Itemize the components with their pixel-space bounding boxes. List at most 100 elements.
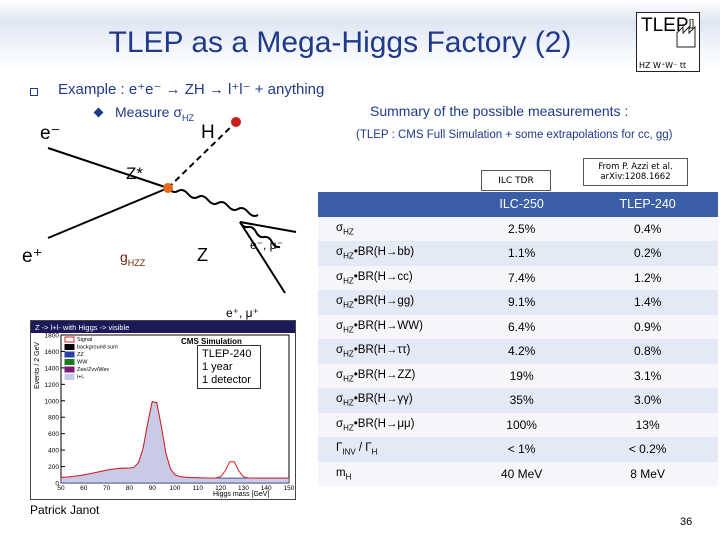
footer-author: Patrick Janot [30, 503, 100, 517]
measurement-symbol: σ [336, 295, 344, 308]
table-row: ΓINV / ΓH < 1% < 0.2% [318, 437, 718, 462]
logo-subtext: HZ W⁺W⁻ tt [639, 61, 687, 70]
table-row: σHZ•BR(H→WW) 6.4% 0.9% [318, 314, 718, 340]
header-tlep: TLEP-240 [619, 197, 676, 212]
table-row: σHZ•BR(H→ττ) 4.2% 0.8% [318, 339, 718, 364]
measurement-sub: HZ [343, 398, 354, 408]
measurement-cell: σHZ•BR(H→WW) [318, 315, 466, 340]
title-band [0, 0, 720, 72]
legend-swatch [64, 359, 75, 365]
table-row: σHZ 2.5% 0.4% [318, 216, 718, 241]
measurement-rest-sub: H [371, 447, 378, 457]
measurement-rest: / Γ [355, 442, 372, 455]
measurement-symbol: σ [336, 246, 344, 259]
header-ilc: ILC-250 [499, 197, 544, 212]
page-number: 36 [680, 516, 693, 528]
ilc-source-box: ILC TDR [481, 170, 551, 191]
x-tick-label: 70 [103, 485, 111, 492]
measurement-symbol: Γ [336, 442, 343, 455]
ilc-value: 9.1% [507, 295, 536, 310]
tlep-value: 1.2% [633, 270, 662, 285]
measurement-symbol: m [336, 466, 346, 479]
factory-icon [676, 19, 696, 48]
tlep-value: < 0.2% [628, 442, 667, 457]
table-header-row: ILC-250 TLEP-240 [318, 192, 718, 217]
tlep-value: 13% [635, 417, 660, 432]
ilc-value: 100% [506, 417, 537, 432]
measurement-cell: σHZ•BR(H→cc) [318, 266, 466, 291]
ilc-value: 4.2% [507, 344, 536, 359]
plot-header-bar [31, 321, 295, 333]
measurement-rest: •BR(H→μμ) [353, 417, 415, 430]
y-tick-label: 1000 [45, 398, 60, 405]
ilc-value: < 1% [507, 442, 536, 457]
e-plus-label: e⁺ [22, 246, 43, 267]
measurement-sub: HZ [343, 251, 354, 261]
plot-annotation-box: TLEP-240 1 year 1 detector [197, 345, 261, 389]
table-row: mH 40 MeV 8 MeV [318, 461, 718, 487]
y-tick-label: 800 [48, 415, 59, 422]
tlep-value: 3.0% [633, 393, 662, 408]
legend-swatch [64, 344, 75, 350]
measurement-cell: σHZ•BR(H→gg) [318, 290, 466, 315]
higgs-dot [231, 117, 241, 127]
measurement-cell: σHZ•BR(H→μμ) [318, 413, 466, 438]
table-row: σHZ•BR(H→μμ) 100% 13% [318, 412, 718, 438]
x-tick-label: 80 [126, 485, 134, 492]
e-minus-label: e⁻ [40, 123, 61, 144]
measurement-cell: mH [318, 462, 466, 487]
measurement-rest: •BR(H→bb) [353, 246, 415, 259]
tlep-value: 1.4% [633, 295, 662, 310]
higgs-mass-plot: Z -> l+l- with Higgs -> visible CMS Simu… [30, 320, 296, 500]
y-tick-label: 1600 [45, 349, 60, 356]
plot-ylabel: Events / 2 GeV [34, 342, 41, 389]
y-tick-label: 600 [48, 431, 59, 438]
x-tick-label: 90 [149, 485, 157, 492]
table-row: σHZ•BR(H→γγ) 35% 3.0% [318, 388, 718, 413]
measure-sub: HZ [182, 112, 194, 123]
measurement-rest: •BR(H→γγ) [353, 393, 413, 406]
legend-swatch [64, 336, 75, 343]
measurement-sub: HZ [343, 422, 354, 432]
x-tick-label: 100 [170, 485, 181, 492]
lepton-plus-label: e⁺, μ⁺ [226, 306, 259, 320]
measurement-cell: σHZ•BR(H→bb) [318, 241, 466, 266]
measurement-sub: HZ [343, 300, 354, 310]
measurement-rest: •BR(H→ZZ) [353, 368, 416, 381]
x-tick-label: 150 [284, 485, 295, 492]
higgs-label: H [201, 122, 215, 143]
table-row: σHZ•BR(H→cc) 7.4% 1.2% [318, 265, 718, 291]
measurement-rest: •BR(H→ττ) [353, 344, 411, 357]
legend-label: WW [77, 360, 88, 366]
table-row: σHZ•BR(H→gg) 9.1% 1.4% [318, 290, 718, 315]
y-tick-label: 1400 [45, 365, 60, 372]
zstar-propagator [167, 187, 259, 217]
header-cell [318, 192, 466, 217]
plot-header: Z -> l+l- with Higgs -> visible [35, 323, 129, 332]
tlep-value: 0.2% [633, 246, 662, 261]
tlep-value: 0.8% [633, 344, 662, 359]
measurement-rest: •BR(H→gg) [353, 295, 415, 308]
example-line: Example : e⁺e⁻ → ZH → l⁺l⁻ + anything [58, 81, 325, 98]
y-tick-label: 200 [48, 464, 59, 471]
lepton-plus-line [239, 221, 286, 294]
coupling-label: gHZZ [120, 249, 145, 268]
ilc-value: 35% [509, 393, 534, 408]
measurement-symbol: σ [336, 221, 344, 234]
vertex-dot [163, 183, 173, 193]
ilc-value: 1.1% [507, 246, 536, 261]
table-row: σHZ•BR(H→ZZ) 19% 3.1% [318, 363, 718, 389]
lepton-minus-line [239, 221, 297, 233]
measurement-cell: σHZ•BR(H→ZZ) [318, 364, 466, 389]
measurement-symbol: σ [336, 344, 344, 357]
legend-label: Signal [77, 337, 92, 343]
coupling-g: g [120, 249, 128, 265]
z-label: Z [197, 245, 208, 265]
measurement-sub: H [345, 471, 352, 481]
tlep-value: 0.9% [633, 319, 662, 334]
ilc-value: 19% [509, 368, 534, 383]
measurement-cell: ΓINV / ΓH [318, 437, 466, 462]
measurement-sub: HZ [343, 275, 354, 285]
measurement-sub: HZ [343, 226, 354, 236]
ilc-value: 7.4% [507, 270, 536, 285]
